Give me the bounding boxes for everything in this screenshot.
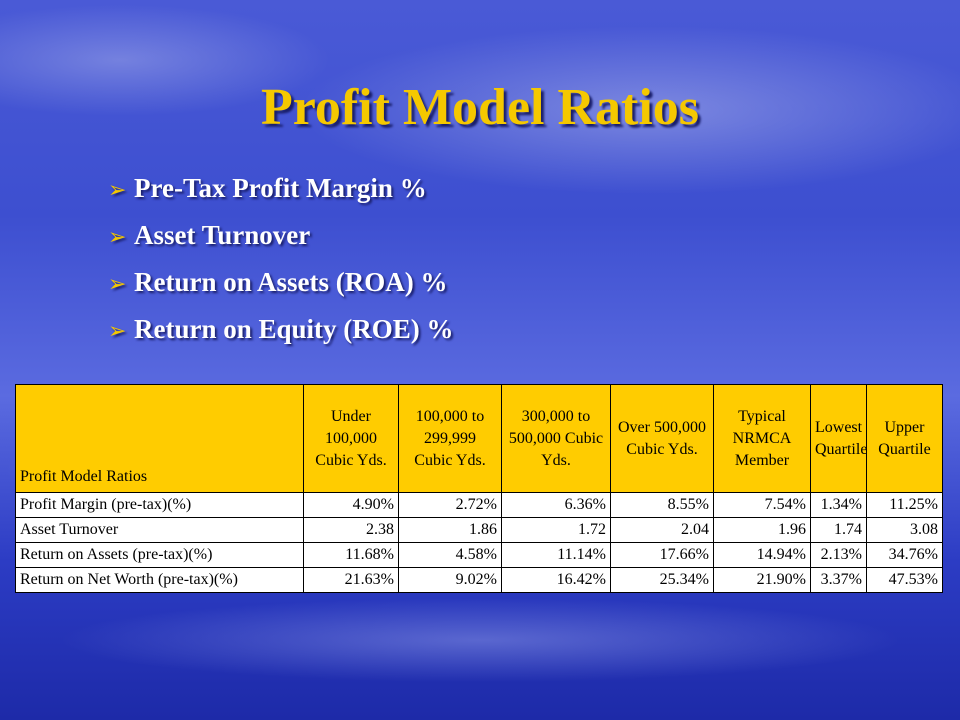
table-cell: 21.63% (303, 567, 399, 593)
arrow-bullet-icon: ➢ (108, 225, 127, 250)
row-label: Return on Assets (pre-tax)(%) (15, 542, 304, 568)
bullet-item: ➢ Asset Turnover (108, 212, 454, 259)
table-cell: 14.94% (713, 542, 811, 568)
table-cell: 9.02% (398, 567, 502, 593)
row-label: Asset Turnover (15, 517, 304, 543)
table-cell: 4.58% (398, 542, 502, 568)
table-cell: 17.66% (610, 542, 714, 568)
table-cell: 25.34% (610, 567, 714, 593)
table-cell: 47.53% (866, 567, 943, 593)
table-cell: 34.76% (866, 542, 943, 568)
row-header-cell: Profit Model Ratios (15, 384, 304, 493)
table-cell: 16.42% (501, 567, 611, 593)
bullet-text: Return on Assets (ROA) % (134, 267, 448, 297)
table-row: Profit Margin (pre-tax)(%) 4.90% 2.72% 6… (15, 492, 943, 518)
bullet-item: ➢ Return on Equity (ROE) % (108, 306, 454, 353)
table-row: Return on Assets (pre-tax)(%) 11.68% 4.5… (15, 542, 943, 568)
row-label: Profit Margin (pre-tax)(%) (15, 492, 304, 518)
table-cell: 3.37% (810, 567, 867, 593)
bullet-item: ➢ Pre-Tax Profit Margin % (108, 165, 454, 212)
column-header: 300,000 to 500,000 Cubic Yds. (501, 384, 611, 493)
column-header: Lowest Quartile (810, 384, 867, 493)
table-cell: 2.04 (610, 517, 714, 543)
column-header: 100,000 to 299,999 Cubic Yds. (398, 384, 502, 493)
bullet-item: ➢ Return on Assets (ROA) % (108, 259, 454, 306)
table-cell: 6.36% (501, 492, 611, 518)
ratios-table: Profit Model Ratios Under 100,000 Cubic … (15, 384, 943, 593)
arrow-bullet-icon: ➢ (108, 319, 127, 344)
table-cell: 11.14% (501, 542, 611, 568)
table-cell: 1.34% (810, 492, 867, 518)
bullet-text: Pre-Tax Profit Margin % (134, 173, 427, 203)
table-cell: 4.90% (303, 492, 399, 518)
arrow-bullet-icon: ➢ (108, 272, 127, 297)
table-cell: 1.96 (713, 517, 811, 543)
table-cell: 1.86 (398, 517, 502, 543)
table-cell: 2.13% (810, 542, 867, 568)
bullet-text: Return on Equity (ROE) % (134, 314, 454, 344)
table-cell: 1.74 (810, 517, 867, 543)
table-cell: 8.55% (610, 492, 714, 518)
row-label: Return on Net Worth (pre-tax)(%) (15, 567, 304, 593)
arrow-bullet-icon: ➢ (108, 178, 127, 203)
table-header-row: Profit Model Ratios Under 100,000 Cubic … (15, 384, 943, 493)
column-header: Typical NRMCA Member (713, 384, 811, 493)
bullet-list: ➢ Pre-Tax Profit Margin % ➢ Asset Turnover… (108, 165, 454, 353)
slide-title: Profit Model Ratios (260, 79, 700, 136)
table-cell: 3.08 (866, 517, 943, 543)
bullet-text: Asset Turnover (134, 220, 311, 250)
table-cell: 1.72 (501, 517, 611, 543)
column-header: Under 100,000 Cubic Yds. (303, 384, 399, 493)
table-row: Asset Turnover 2.38 1.86 1.72 2.04 1.96 … (15, 517, 943, 543)
column-header: Upper Quartile (866, 384, 943, 493)
table-cell: 2.72% (398, 492, 502, 518)
table-cell: 11.25% (866, 492, 943, 518)
table-cell: 2.38 (303, 517, 399, 543)
table-cell: 7.54% (713, 492, 811, 518)
column-header: Over 500,000 Cubic Yds. (610, 384, 714, 493)
table-cell: 21.90% (713, 567, 811, 593)
table-cell: 11.68% (303, 542, 399, 568)
table-row: Return on Net Worth (pre-tax)(%) 21.63% … (15, 567, 943, 593)
